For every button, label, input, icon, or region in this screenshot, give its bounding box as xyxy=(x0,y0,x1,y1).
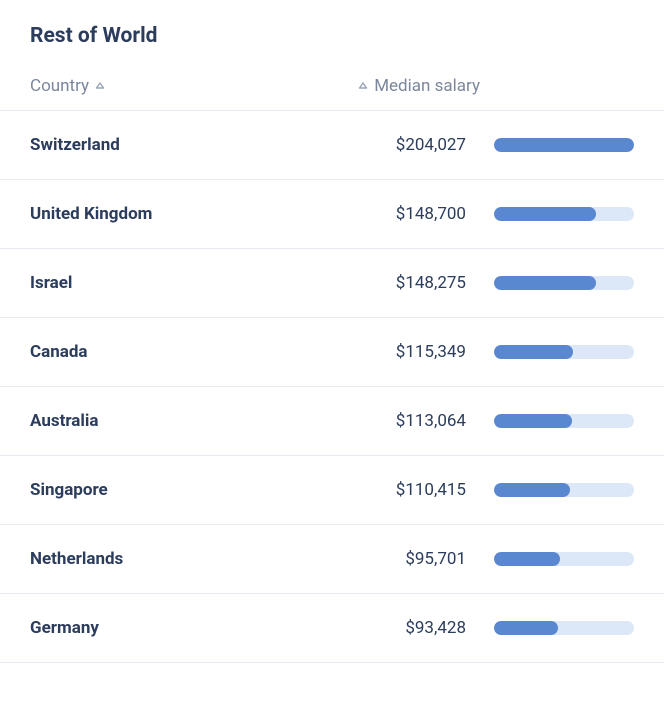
table-row: Netherlands$95,701 xyxy=(0,525,664,594)
sort-asc-icon xyxy=(358,81,368,91)
country-cell: Netherlands xyxy=(30,549,364,569)
table-row: Australia$113,064 xyxy=(0,387,664,456)
salary-cell: $110,415 xyxy=(364,480,494,500)
country-cell: Switzerland xyxy=(30,135,364,155)
salary-bar-fill xyxy=(494,483,570,497)
salary-bar xyxy=(494,552,634,566)
salary-bar-fill xyxy=(494,621,558,635)
country-cell: United Kingdom xyxy=(30,204,364,224)
salary-bar xyxy=(494,414,634,428)
salary-bar xyxy=(494,483,634,497)
salary-cell: $204,027 xyxy=(364,135,494,155)
salary-table: Rest of World Country Median salary Swit… xyxy=(0,0,664,663)
header-salary[interactable]: Median salary xyxy=(358,76,480,96)
country-cell: Singapore xyxy=(30,480,364,500)
table-header-row: Country Median salary xyxy=(0,76,664,111)
country-cell: Germany xyxy=(30,618,364,638)
salary-bar xyxy=(494,138,634,152)
salary-bar-fill xyxy=(494,138,634,152)
header-country[interactable]: Country xyxy=(30,76,105,96)
table-row: United Kingdom$148,700 xyxy=(0,180,664,249)
salary-bar-fill xyxy=(494,345,573,359)
salary-bar xyxy=(494,345,634,359)
table-row: Germany$93,428 xyxy=(0,594,664,663)
table-row: Singapore$110,415 xyxy=(0,456,664,525)
table-row: Canada$115,349 xyxy=(0,318,664,387)
table-row: Israel$148,275 xyxy=(0,249,664,318)
salary-cell: $148,700 xyxy=(364,204,494,224)
sort-asc-icon xyxy=(95,81,105,91)
salary-bar xyxy=(494,276,634,290)
salary-bar xyxy=(494,207,634,221)
salary-cell: $93,428 xyxy=(364,618,494,638)
table-title: Rest of World xyxy=(0,24,664,76)
salary-cell: $148,275 xyxy=(364,273,494,293)
table-row: Switzerland$204,027 xyxy=(0,111,664,180)
header-salary-label: Median salary xyxy=(374,76,480,96)
salary-cell: $95,701 xyxy=(364,549,494,569)
country-cell: Israel xyxy=(30,273,364,293)
country-cell: Australia xyxy=(30,411,364,431)
header-country-label: Country xyxy=(30,76,89,96)
salary-bar-fill xyxy=(494,207,596,221)
salary-cell: $115,349 xyxy=(364,342,494,362)
country-cell: Canada xyxy=(30,342,364,362)
table-body: Switzerland$204,027United Kingdom$148,70… xyxy=(0,111,664,663)
salary-bar xyxy=(494,621,634,635)
salary-bar-fill xyxy=(494,552,560,566)
salary-cell: $113,064 xyxy=(364,411,494,431)
salary-bar-fill xyxy=(494,414,572,428)
salary-bar-fill xyxy=(494,276,596,290)
